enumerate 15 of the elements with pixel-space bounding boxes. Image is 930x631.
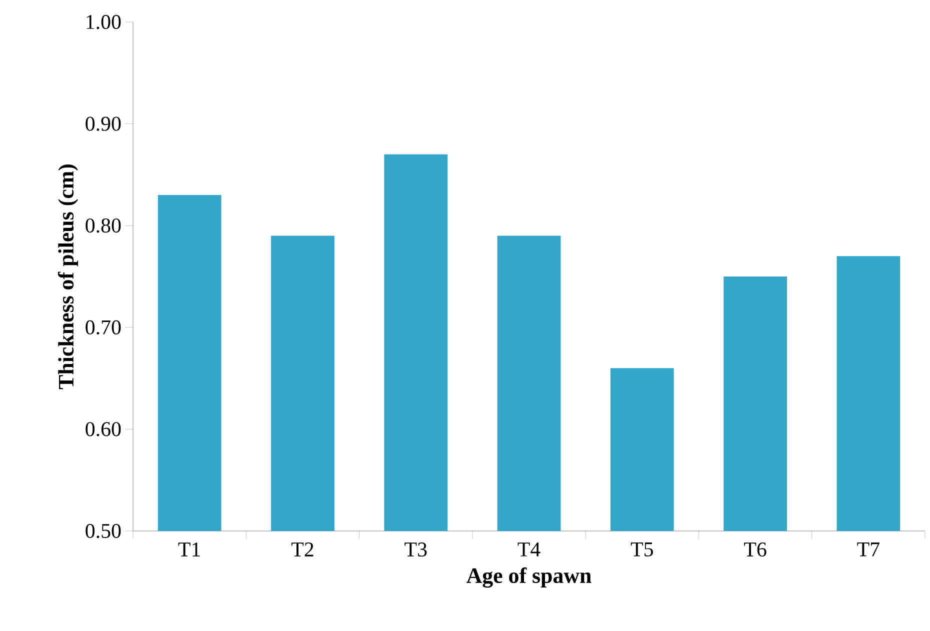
y-tick-label: 0.50 bbox=[86, 524, 121, 538]
y-tick-label: 0.60 bbox=[86, 422, 121, 436]
y-axis-title: Thickness of pileus (cm) bbox=[58, 164, 78, 390]
y-tick-label: 0.70 bbox=[86, 320, 121, 334]
x-tick-label: T3 bbox=[404, 542, 427, 557]
y-tick-label: 1.00 bbox=[86, 14, 121, 30]
x-tick-label: T5 bbox=[630, 542, 653, 556]
x-tick-label: T4 bbox=[518, 542, 540, 556]
y-tick-label: 0.90 bbox=[86, 116, 121, 131]
y-tick-label: 0.80 bbox=[86, 218, 121, 233]
x-tick-label: T7 bbox=[857, 542, 880, 556]
x-tick-label: T1 bbox=[178, 542, 200, 556]
x-tick-label: T2 bbox=[291, 542, 314, 556]
x-axis-title: Age of spawn bbox=[466, 567, 592, 588]
x-tick-label: T6 bbox=[744, 542, 766, 557]
